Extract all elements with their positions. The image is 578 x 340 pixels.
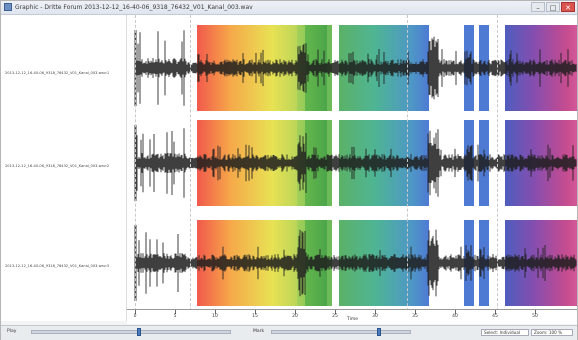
axis-tick-label: 30 xyxy=(372,314,378,319)
track-label-2[interactable]: 2013-12-12_16-40-06_9318_76432_V01_Kanal… xyxy=(5,164,110,168)
axis-tick xyxy=(535,310,536,314)
axis-tick-label: 20 xyxy=(292,314,298,319)
axis-tick xyxy=(455,310,456,314)
grid-line xyxy=(135,15,136,321)
axis-tick-label: 0 xyxy=(133,314,137,319)
track-3[interactable] xyxy=(127,220,577,306)
waveform-plot-area[interactable] xyxy=(127,15,577,321)
grid-line xyxy=(190,15,191,321)
axis-tick xyxy=(375,310,376,314)
grid-line xyxy=(497,15,498,321)
axis-tick xyxy=(215,310,216,314)
title-bar: Graphic - Dritte Forum 2013-12-12_16-40-… xyxy=(1,1,577,15)
axis-tick-label: 10 xyxy=(212,314,218,319)
position-slider-thumb[interactable] xyxy=(137,328,141,336)
track-1[interactable] xyxy=(127,25,577,111)
axis-tick xyxy=(415,310,416,314)
play-label[interactable]: Play xyxy=(7,329,17,334)
minimize-button[interactable]: – xyxy=(531,2,545,12)
waveform-trace xyxy=(134,30,577,106)
track-2[interactable] xyxy=(127,120,577,206)
axis-tick-label: 40 xyxy=(452,314,458,319)
axis-tick-label: 50 xyxy=(532,314,538,319)
grid-line xyxy=(407,15,408,321)
status-bar: Play Mark Select: Individual Zoom: 100 % xyxy=(1,325,577,340)
axis-tick xyxy=(175,310,176,314)
axis-tick xyxy=(295,310,296,314)
window-controls: – □ ✕ xyxy=(531,2,575,12)
zoom-box[interactable]: Zoom: 100 % xyxy=(531,329,573,336)
axis-tick-label: 15 xyxy=(252,314,258,319)
maximize-button[interactable]: □ xyxy=(546,2,560,12)
close-button[interactable]: ✕ xyxy=(561,2,575,12)
app-icon xyxy=(4,3,12,11)
track-label-1[interactable]: 2013-12-12_16-40-06_9318_76432_V01_Kanal… xyxy=(5,71,110,75)
axis-title: Time xyxy=(347,317,359,322)
zoom-slider-thumb[interactable] xyxy=(377,328,381,336)
axis-tick-label: 25 xyxy=(332,314,338,319)
waveform-trace xyxy=(134,125,577,201)
axis-tick xyxy=(255,310,256,314)
zoom-slider[interactable] xyxy=(271,328,411,336)
time-axis: Time 0 5 10 15 20 25 30 35 40 45 50 xyxy=(127,309,577,324)
axis-tick-label: 45 xyxy=(492,314,498,319)
track-label-3[interactable]: 2013-12-12_16-40-06_9318_76432_V01_Kanal… xyxy=(5,264,110,268)
axis-tick xyxy=(495,310,496,314)
axis-tick xyxy=(135,310,136,314)
window-title: Graphic - Dritte Forum 2013-12-12_16-40-… xyxy=(15,4,253,11)
axis-tick xyxy=(335,310,336,314)
axis-tick-label: 5 xyxy=(173,314,177,319)
track-labels-column: 2013-12-12_16-40-06_9318_76432_V01_Kanal… xyxy=(1,15,127,321)
select-mode-box[interactable]: Select: Individual xyxy=(481,329,529,336)
position-slider[interactable] xyxy=(31,328,231,336)
mark-label[interactable]: Mark xyxy=(253,329,265,334)
axis-tick-label: 35 xyxy=(412,314,418,319)
waveform-trace xyxy=(134,225,577,301)
